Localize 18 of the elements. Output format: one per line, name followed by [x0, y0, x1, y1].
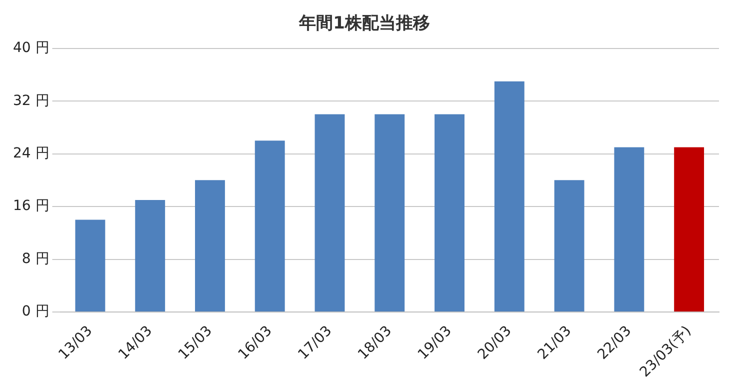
bar [314, 114, 345, 312]
y-tick-label: 24 円 [13, 145, 50, 162]
bar [135, 200, 166, 312]
y-tick-label: 16 円 [13, 198, 50, 214]
bar [494, 81, 524, 312]
bar [614, 147, 644, 312]
y-tick-label: 0 円 [22, 304, 50, 320]
bar [554, 180, 584, 312]
bar [195, 180, 225, 312]
bar [75, 220, 106, 312]
y-tick-label: 32 円 [13, 92, 50, 109]
chart-title: 年間1株配当推移 [298, 14, 430, 34]
bar [674, 147, 704, 312]
bar [254, 140, 285, 312]
y-tick-label: 8 円 [22, 250, 50, 267]
y-tick-label: 40 円 [13, 40, 50, 56]
bar [434, 114, 464, 312]
bar [374, 114, 405, 312]
